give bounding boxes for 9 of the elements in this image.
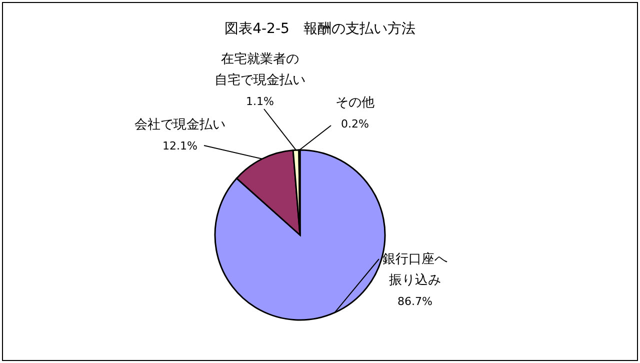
data-label: 0.2% — [341, 118, 369, 130]
data-label: 12.1% — [162, 140, 198, 152]
slice-label: 銀行口座へ振り込み — [382, 251, 448, 288]
data-label: 86.7% — [398, 295, 432, 308]
data-label: 1.1% — [246, 95, 274, 108]
slice-label: 在宅就業者の自宅で現金払い — [214, 51, 306, 88]
slice-label: その他 — [336, 96, 374, 110]
slice-label: 会社で現金払い — [134, 118, 226, 132]
chart-title: 図表4-2-5 報酬の支払い方法 — [224, 20, 416, 38]
